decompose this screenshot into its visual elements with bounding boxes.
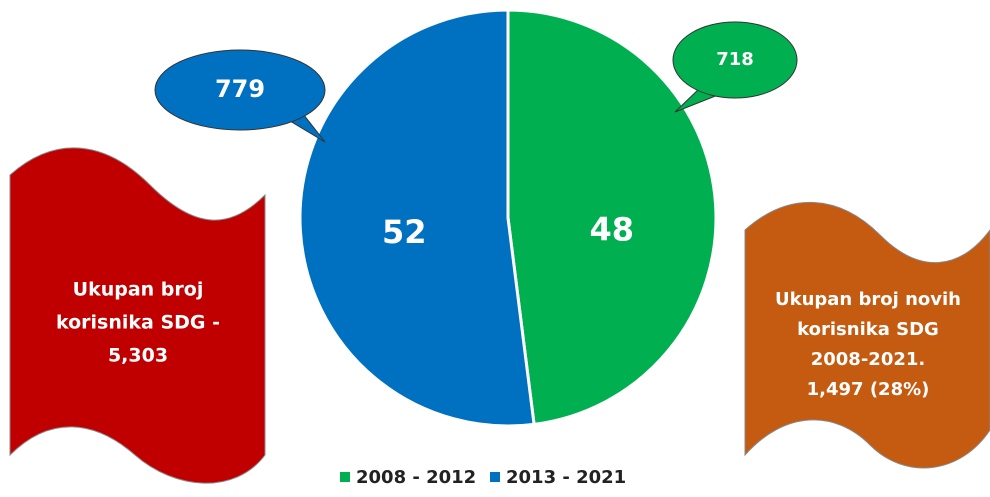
banner-text: Ukupan broj novih <box>775 289 961 310</box>
banner-text: korisnika SDG - <box>56 312 220 334</box>
banner <box>744 201 990 469</box>
pie-slice <box>298 8 536 428</box>
banner-text: Ukupan broj <box>73 279 204 301</box>
callout <box>154 49 326 131</box>
callout-text: 718 <box>716 49 754 70</box>
legend-swatch <box>490 472 500 482</box>
legend-label: 2008 - 2012 <box>356 467 476 488</box>
banner <box>9 147 266 484</box>
legend-label: 2013 - 2021 <box>506 467 626 488</box>
banner-text: korisnika SDG <box>797 319 939 340</box>
pie-slice <box>506 8 718 427</box>
banner-text: 5,303 <box>108 345 168 367</box>
slice-label: 48 <box>590 210 635 248</box>
slice-label: 52 <box>382 213 427 251</box>
callout-text: 779 <box>215 75 265 103</box>
legend-swatch <box>340 472 350 482</box>
callout <box>672 21 798 99</box>
banner-text: 2008-2021. <box>811 349 926 370</box>
banner-text: 1,497 (28%) <box>807 379 930 400</box>
